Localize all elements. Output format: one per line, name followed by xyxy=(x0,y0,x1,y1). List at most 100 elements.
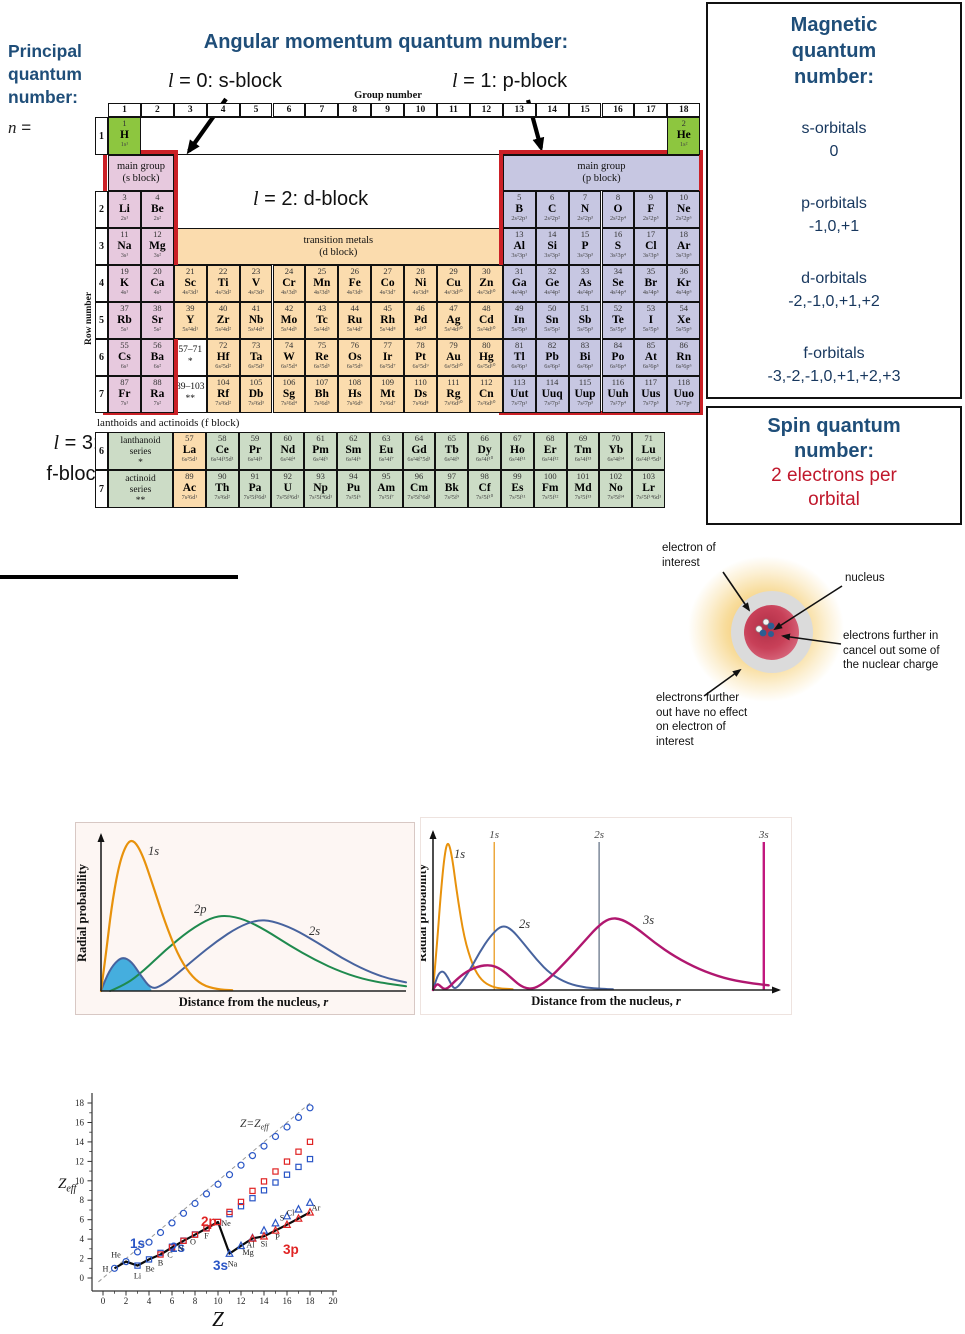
f-row-number-6: 6 xyxy=(95,432,108,470)
element-label-C: C xyxy=(167,1251,173,1260)
x-axis-label: Distance from the nucleus, r xyxy=(179,995,329,1009)
element-cell-Md: 101 Md 7s²5f¹³ xyxy=(566,470,600,508)
element-label-Li: Li xyxy=(134,1272,142,1281)
element-label-P: P xyxy=(275,1233,280,1242)
element-label-N: N xyxy=(178,1244,184,1253)
element-cell-Ca: 20 Ca 4s² xyxy=(140,265,174,302)
f-block-caption: lanthoids and actinoids (f block) xyxy=(97,417,240,429)
element-cell-Uuo: 118 Uuo 7s²7p⁶ xyxy=(667,376,701,413)
group-number-7: 7 xyxy=(305,103,339,117)
y-tick-label: 12 xyxy=(75,1156,84,1166)
element-cell-Tb: 65 Tb 6s²4f⁹ xyxy=(435,432,469,470)
radial-probability-chart-1s2s2p: 2p 2s 1s Distance from the nucleus, r Radial… xyxy=(75,822,415,1015)
curve-1s xyxy=(99,839,234,993)
element-cell-Fm: 100 Fm 7s²5f¹² xyxy=(533,470,567,508)
element-cell-Bh: 107 Bh 7s²6d⁵ xyxy=(305,376,339,413)
element-cell-Be: 4 Be 2s² xyxy=(140,191,174,228)
orbital-label-2p: 2p xyxy=(201,1214,217,1229)
divider-line xyxy=(0,575,238,579)
orbital-values: -2,-1,0,+1,+2 xyxy=(788,293,880,310)
angular-momentum-heading: Angular momentum quantum number: xyxy=(203,31,569,53)
element-label-Ne: Ne xyxy=(221,1219,231,1228)
element-cell-Mo: 42 Mo 5s¹4d⁵ xyxy=(272,302,306,339)
spin-box-text: 2 electrons per orbital xyxy=(771,465,897,510)
magnetic-box-title: Magnetic quantum number: xyxy=(790,14,878,88)
group-number-1: 1 xyxy=(108,103,141,117)
row-number-4: 4 xyxy=(95,265,108,302)
outer-electrons-arrow xyxy=(703,668,742,697)
element-cell-Po: 84 Po 6s²6p⁴ xyxy=(601,339,635,376)
principal-n-label: n = xyxy=(8,118,32,137)
x-tick-label: 14 xyxy=(260,1296,270,1306)
element-label-B: B xyxy=(158,1259,164,1268)
orbital-label-3p: 3p xyxy=(283,1242,299,1257)
element-cell-Re: 75 Re 6s²5d⁵ xyxy=(305,339,339,376)
element-cell-Uut: 113 Uut 7s²7p¹ xyxy=(502,376,536,413)
vline-label-2s: 2s xyxy=(594,829,604,841)
element-cell-As: 33 As 4s²4p³ xyxy=(568,265,602,302)
orbital-values: 0 xyxy=(829,143,839,160)
element-cell-Rn: 86 Rn 6s²6p⁶ xyxy=(667,339,701,376)
element-cell-Ra: 88 Ra 7s² xyxy=(140,376,174,413)
element-label-Si: Si xyxy=(261,1239,269,1248)
element-cell-Pr: 59 Pr 6s²4f³ xyxy=(238,432,272,470)
element-cell-Uus: 117 Uus 7s²7p⁵ xyxy=(634,376,668,413)
x-tick-label: 18 xyxy=(306,1296,316,1306)
element-cell-Al: 13 Al 3s²3p¹ xyxy=(502,228,536,265)
group-number-16: 16 xyxy=(601,103,635,117)
element-cell-Os: 76 Os 6s²5d⁶ xyxy=(338,339,372,376)
element-cell-Fr: 87 Fr 7s¹ xyxy=(108,376,141,413)
x-axis-label: Distance from the nucleus, r xyxy=(531,994,681,1008)
group-number-17: 17 xyxy=(634,103,668,117)
magnetic-entry-s: s-orbitals 0 xyxy=(708,117,960,163)
element-cell-Ne: 10 Ne 2s²2p⁶ xyxy=(667,191,701,228)
y-tick-label: 0 xyxy=(80,1273,85,1283)
x-tick-label: 20 xyxy=(329,1296,339,1306)
element-label-Na: Na xyxy=(228,1260,238,1269)
element-cell-Np: 93 Np 7s²5f⁴6d¹ xyxy=(304,470,337,508)
group-number-11: 11 xyxy=(437,103,470,117)
element-cell-Co: 27 Co 4s²3d⁷ xyxy=(371,265,405,302)
row-number-6: 6 xyxy=(95,339,108,376)
vline-label-3s: 3s xyxy=(758,829,769,841)
magnetic-quantum-number-box: Magnetic quantum number: s-orbitals 0 p-… xyxy=(706,2,962,399)
outer-electrons-label: electrons further out have no effect on … xyxy=(656,692,748,748)
element-cell-Lu: 71 Lu 6s²4f¹⁴5d¹ xyxy=(632,432,665,470)
element-label-He: He xyxy=(111,1251,121,1260)
y-tick-label: 2 xyxy=(80,1254,85,1264)
element-cell-Sb: 51 Sb 5s²5p³ xyxy=(568,302,602,339)
element-cell-Ag: 47 Ag 5s¹4d¹⁰ xyxy=(437,302,470,339)
group-number-12: 12 xyxy=(469,103,503,117)
element-cell-Hs: 108 Hs 7s²6d⁶ xyxy=(338,376,372,413)
element-cell-H: 1 H 1s¹ xyxy=(108,117,141,155)
x-tick-label: 8 xyxy=(193,1296,198,1306)
x-tick-label: 4 xyxy=(147,1296,152,1306)
element-cell-Ti: 22 Ti 4s²3d² xyxy=(206,265,240,302)
element-cell-Bi: 83 Bi 6s²6p³ xyxy=(568,339,602,376)
element-cell-Br: 35 Br 4s²4p⁵ xyxy=(634,265,668,302)
orbital-label-2s: 2s xyxy=(170,1240,185,1255)
element-cell-Y: 39 Y 5s²4d¹ xyxy=(173,302,207,339)
element-cell-Yb: 70 Yb 6s²4f¹⁴ xyxy=(599,432,633,470)
element-cell-Ba: 56 Ba 6s² xyxy=(140,339,174,376)
actinide-placeholder-cell: 89–103 ** xyxy=(173,376,207,413)
curve-label-2p: 2p xyxy=(194,902,207,916)
element-cell-Cr: 24 Cr 4s¹3d⁵ xyxy=(272,265,306,302)
element-cell-Sn: 50 Sn 5s²5p² xyxy=(535,302,569,339)
element-cell-Sr: 38 Sr 5s² xyxy=(140,302,174,339)
shielding-diagram-overlay xyxy=(703,571,843,697)
row-number-3: 3 xyxy=(95,228,108,265)
element-label-S: S xyxy=(280,1214,285,1223)
element-cell-V: 23 V 4s²3d³ xyxy=(239,265,273,302)
nucleus-particle xyxy=(768,631,774,637)
curve-label-1s: 1s xyxy=(454,847,465,861)
element-cell-Tc: 43 Tc 5s²4d⁵ xyxy=(305,302,339,339)
element-cell-Er: 68 Er 6s²4f¹² xyxy=(533,432,567,470)
effective-nuclear-charge-chart: 0 2 4 6 8 10 12 14 16 18 20 0 2 4 6 8 10 12 14 16 18 Z=Zeff 1s… xyxy=(50,1085,367,1334)
nucleus-particle xyxy=(762,618,770,626)
inner-electrons-arrow xyxy=(781,633,842,645)
element-cell-Zn: 30 Zn 4s²3d¹⁰ xyxy=(469,265,503,302)
element-cell-Cu: 29 Cu 4s¹3d¹⁰ xyxy=(437,265,470,302)
y-tick-label: 10 xyxy=(75,1176,85,1186)
element-cell-La: 57 La 6s²5d¹ xyxy=(173,432,206,470)
